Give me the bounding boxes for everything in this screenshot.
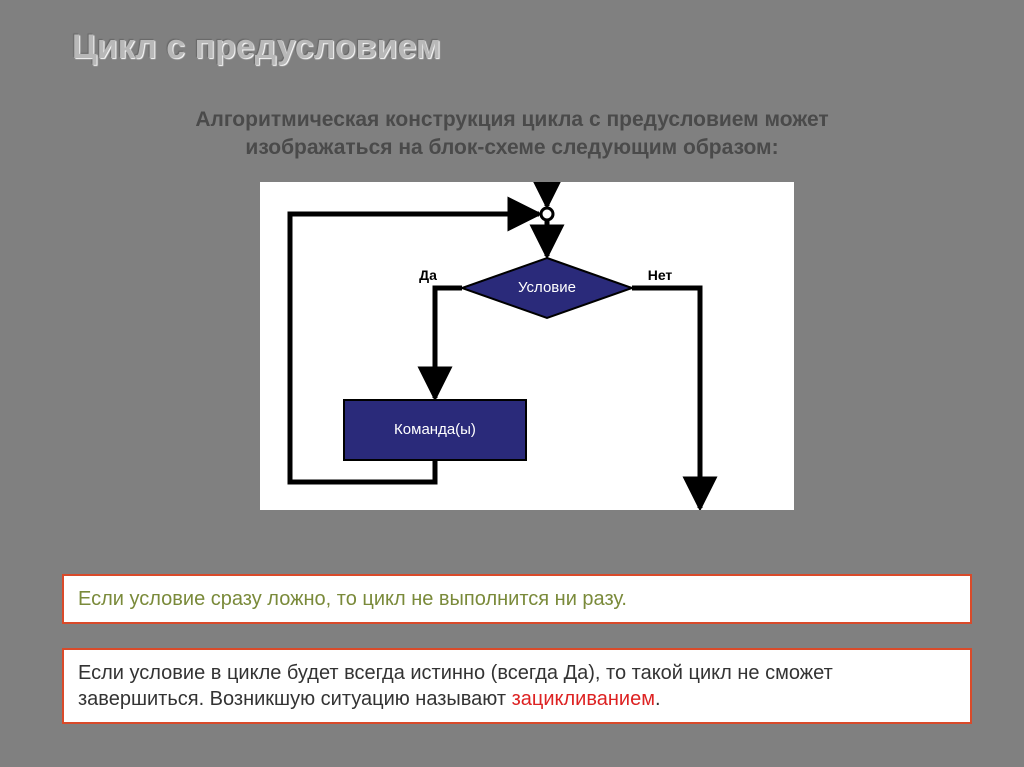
edge-yes [435,288,462,398]
slide: Цикл с предусловием Алгоритмическая конс… [0,0,1024,767]
note-box-1: Если условие сразу ложно, то цикл не вып… [62,574,972,624]
page-title: Цикл с предусловием [72,28,441,67]
process-label: Команда(ы) [394,421,476,438]
note-box-2: Если условие в цикле будет всегда истинн… [62,648,972,724]
yes-label: Да [419,267,437,283]
edge-no [632,288,700,508]
flowchart-area: Условие Да Нет Команда(ы) [260,182,794,510]
subtitle-line2: изображаться на блок-схеме следующим обр… [245,136,778,159]
merge-node [541,208,553,220]
subtitle: Алгоритмическая конструкция цикла с пред… [0,106,1024,163]
note-2-text-c: . [655,688,661,710]
condition-label: Условие [518,279,576,296]
flowchart-svg: Условие Да Нет Команда(ы) [260,182,794,510]
no-label: Нет [648,267,673,283]
note-2-red: зацикливанием [512,688,655,710]
note-1-text: Если условие сразу ложно, то цикл не вып… [78,588,627,610]
subtitle-line1: Алгоритмическая конструкция цикла с пред… [195,108,828,131]
note-2-text-a: Если условие в цикле будет всегда истинн… [78,662,833,710]
